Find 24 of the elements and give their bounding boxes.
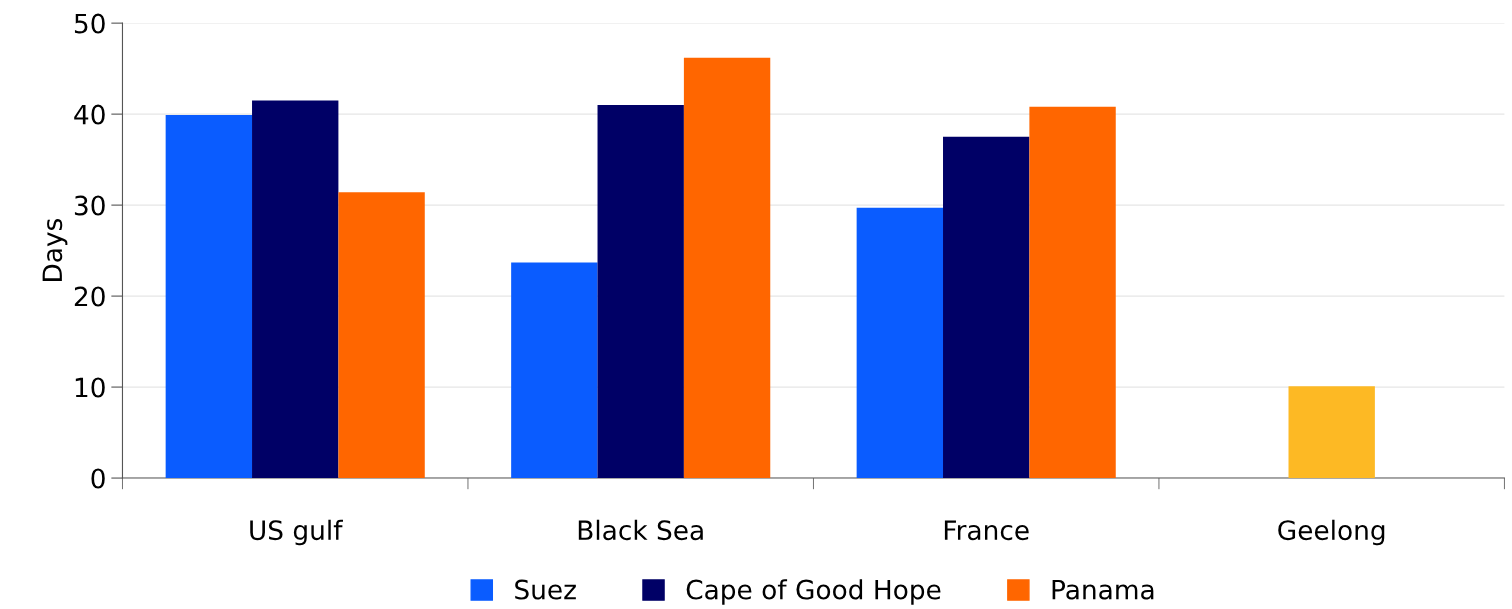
bar bbox=[943, 136, 1030, 479]
y-tick-label: 10 bbox=[75, 377, 105, 398]
y-tick-label: 20 bbox=[74, 286, 105, 307]
legend-label: Panama bbox=[1052, 579, 1154, 600]
bar bbox=[338, 192, 425, 479]
y-axis-title: Days bbox=[42, 218, 68, 281]
bar bbox=[252, 100, 339, 479]
legend-label: Suez bbox=[515, 579, 576, 600]
x-tick-label: US gulf bbox=[250, 519, 343, 546]
bar bbox=[1288, 386, 1375, 479]
y-tick-label: 30 bbox=[74, 195, 105, 216]
bar bbox=[597, 105, 684, 479]
x-tick-label: Geelong bbox=[1278, 519, 1385, 546]
x-tick-label: France bbox=[944, 520, 1029, 541]
bar bbox=[683, 57, 771, 479]
y-tick-label: 40 bbox=[74, 104, 105, 125]
bar bbox=[165, 115, 253, 479]
bar bbox=[856, 207, 944, 479]
bar bbox=[1029, 106, 1116, 479]
y-tick-label: 0 bbox=[91, 468, 105, 489]
legend-label: Cape of Good Hope bbox=[686, 579, 941, 605]
y-tick-label: 50 bbox=[74, 13, 105, 34]
bar bbox=[511, 262, 598, 479]
x-tick-label: Black Sea bbox=[578, 519, 703, 541]
